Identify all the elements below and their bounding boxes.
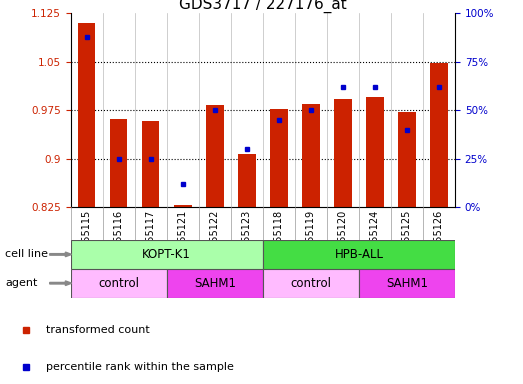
Bar [206, 105, 223, 207]
Text: cell line: cell line [5, 249, 48, 260]
Text: GSM455124: GSM455124 [370, 210, 380, 269]
Text: SAHM1: SAHM1 [386, 277, 428, 290]
Text: transformed count: transformed count [46, 325, 150, 335]
Bar [142, 121, 160, 207]
Text: KOPT-K1: KOPT-K1 [142, 248, 191, 261]
Bar [110, 119, 128, 207]
Text: control: control [290, 277, 332, 290]
Bar [167, 269, 263, 298]
Text: agent: agent [5, 278, 38, 288]
Title: GDS3717 / 227176_at: GDS3717 / 227176_at [179, 0, 347, 13]
Bar [263, 240, 455, 269]
Text: GSM455126: GSM455126 [434, 210, 444, 269]
Text: GSM455117: GSM455117 [146, 210, 156, 269]
Text: GSM455120: GSM455120 [338, 210, 348, 269]
Bar [263, 269, 359, 298]
Text: GSM455119: GSM455119 [306, 210, 316, 269]
Bar [270, 109, 288, 207]
Bar [366, 98, 384, 207]
Text: GSM455121: GSM455121 [178, 210, 188, 269]
Text: GSM455125: GSM455125 [402, 210, 412, 269]
Bar [302, 104, 320, 207]
Bar [334, 99, 351, 207]
Bar [71, 240, 263, 269]
Text: percentile rank within the sample: percentile rank within the sample [46, 362, 233, 372]
Text: GSM455115: GSM455115 [82, 210, 92, 269]
Text: SAHM1: SAHM1 [194, 277, 236, 290]
Bar [71, 269, 167, 298]
Bar [359, 269, 455, 298]
Bar [238, 154, 256, 207]
Bar [398, 113, 416, 207]
Text: GSM455118: GSM455118 [274, 210, 284, 269]
Bar [78, 23, 95, 207]
Bar [430, 63, 448, 207]
Text: control: control [98, 277, 139, 290]
Text: GSM455123: GSM455123 [242, 210, 252, 269]
Text: GSM455122: GSM455122 [210, 210, 220, 269]
Text: GSM455116: GSM455116 [113, 210, 123, 269]
Text: HPB-ALL: HPB-ALL [334, 248, 383, 261]
Bar [174, 205, 191, 207]
